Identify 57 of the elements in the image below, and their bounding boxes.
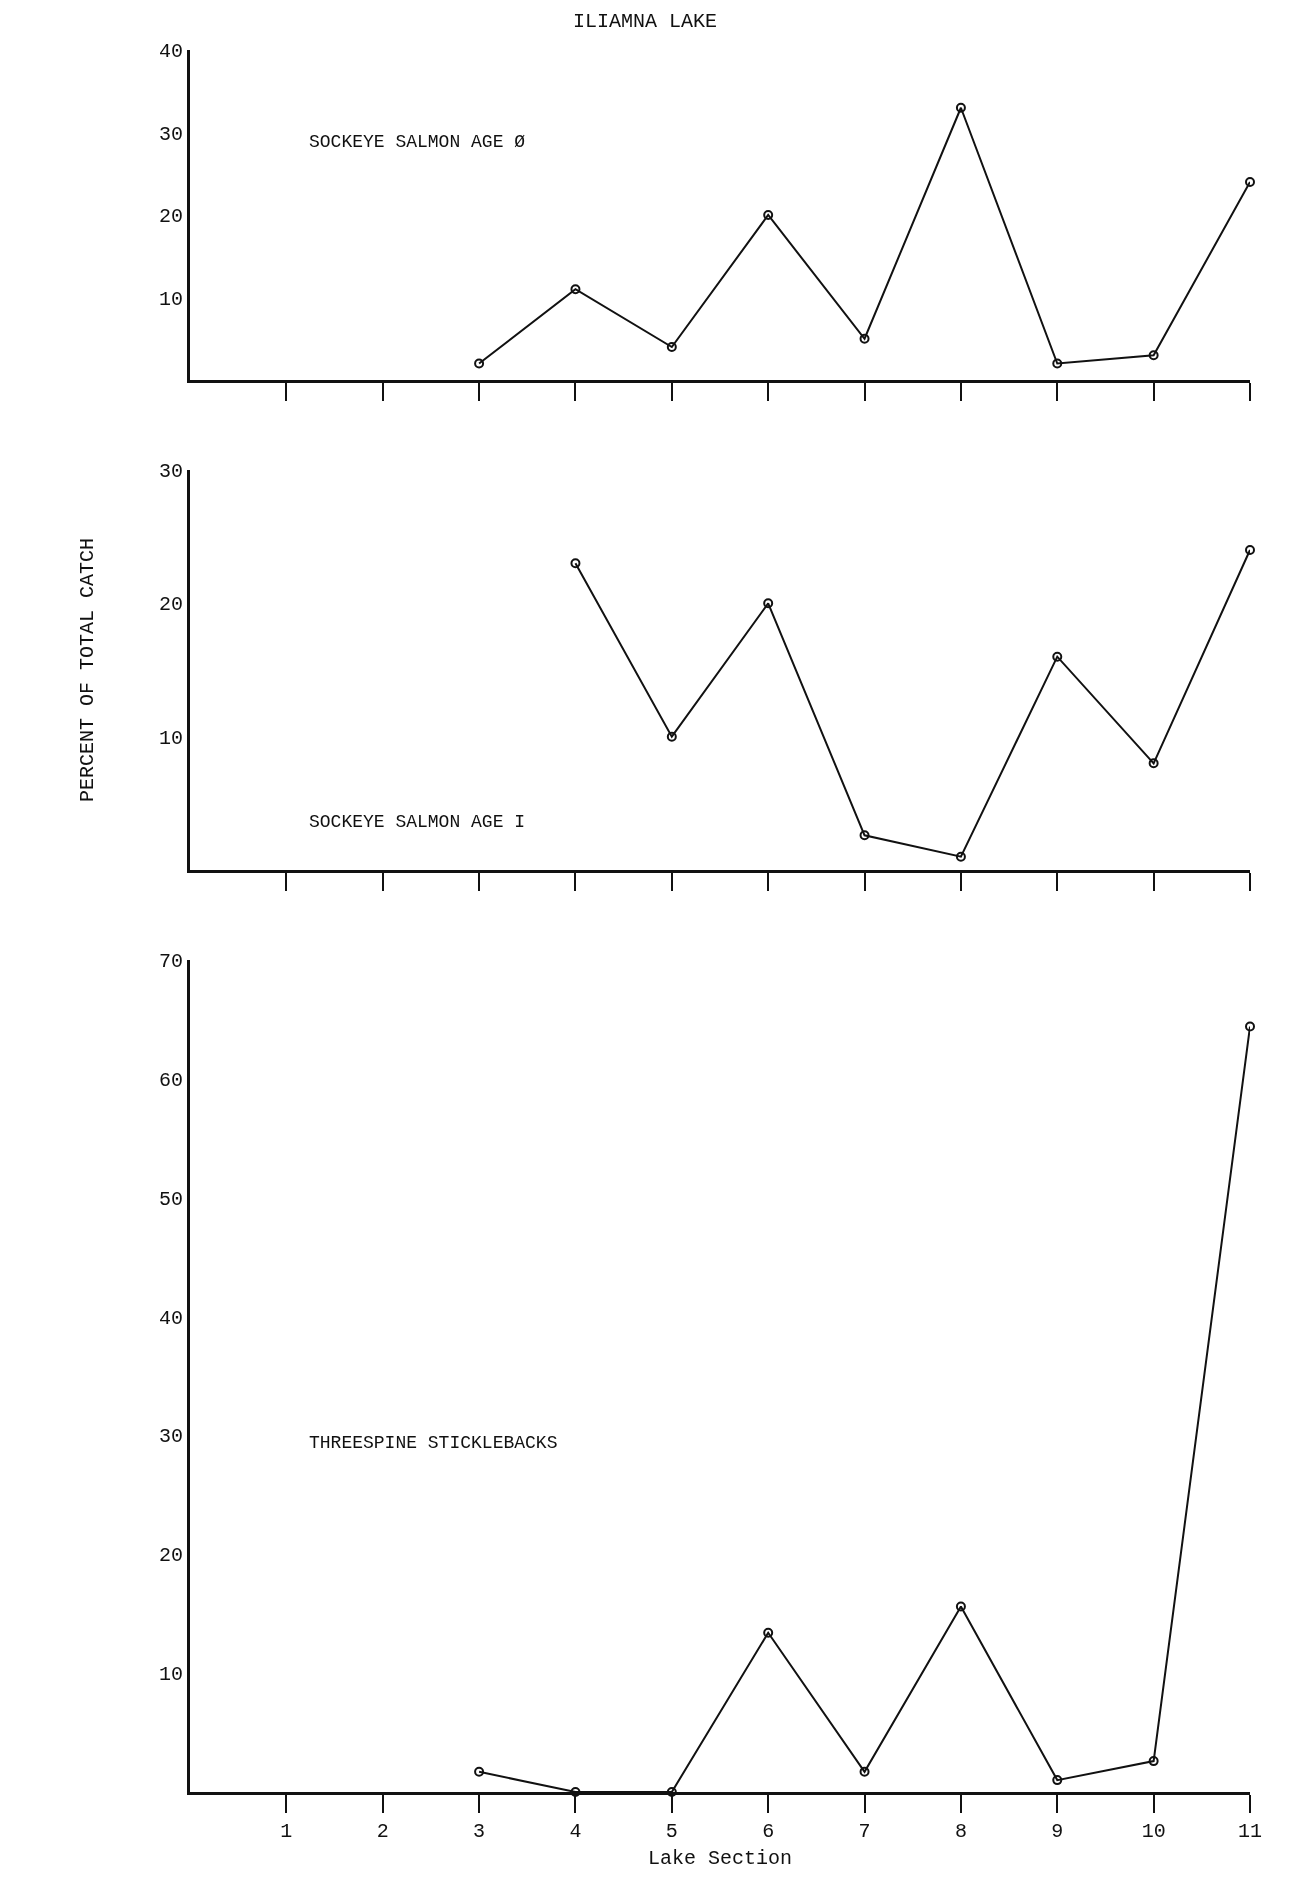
x-tick-label: 11 xyxy=(1237,1820,1263,1843)
point xyxy=(1245,1021,1255,1032)
x-tick-label: 3 xyxy=(473,1820,486,1843)
point xyxy=(763,598,774,609)
y-tick-label: 20 xyxy=(158,593,183,617)
point xyxy=(763,1627,774,1638)
x-tick-label: 5 xyxy=(665,1820,678,1843)
y-tick-label: 40 xyxy=(158,1306,183,1330)
y-tick-label: 20 xyxy=(158,1544,183,1568)
y-axis-title: PERCENT OF TOTAL CATCH xyxy=(76,537,100,803)
point xyxy=(1148,1756,1159,1767)
point xyxy=(1245,545,1255,555)
point xyxy=(1052,651,1063,662)
point xyxy=(1052,1775,1063,1786)
x-tick-label: 8 xyxy=(954,1820,967,1843)
x-tick-label: 6 xyxy=(762,1820,775,1843)
point xyxy=(1148,350,1159,361)
point xyxy=(859,333,870,344)
point xyxy=(570,284,581,295)
annotation: THREESPINE STICKLEBACKS xyxy=(309,1433,558,1453)
y-tick-label: 70 xyxy=(158,950,183,973)
x-tick-label: 10 xyxy=(1141,1820,1166,1843)
point xyxy=(763,210,774,220)
point xyxy=(570,1787,581,1797)
chart-title: ILIAMNA LAKE xyxy=(572,10,718,34)
x-axis-title: Lake Section xyxy=(647,1847,793,1870)
point xyxy=(859,1766,870,1777)
x-tick-label: 7 xyxy=(858,1820,871,1843)
point xyxy=(666,731,677,742)
annotation: SOCKEYE SALMON AGE I xyxy=(309,812,526,832)
point xyxy=(474,358,485,369)
point xyxy=(1245,177,1255,187)
x-tick-label: 4 xyxy=(569,1820,582,1843)
y-tick-label: 40 xyxy=(158,40,183,63)
point xyxy=(1052,358,1063,369)
point xyxy=(955,851,966,862)
point xyxy=(1148,758,1159,769)
point xyxy=(666,1787,677,1797)
x-tick-label: 9 xyxy=(1051,1820,1064,1843)
point xyxy=(666,342,677,352)
y-tick-label: 20 xyxy=(158,205,183,228)
y-tick-label: 60 xyxy=(158,1068,183,1092)
y-tick-label: 10 xyxy=(158,1663,183,1687)
y-tick-label: 10 xyxy=(158,287,183,311)
x-tick-label: 1 xyxy=(280,1820,293,1843)
x-tick-label: 2 xyxy=(376,1820,389,1843)
point xyxy=(859,830,870,841)
point xyxy=(955,1601,966,1612)
point xyxy=(955,102,966,113)
point xyxy=(570,558,581,569)
y-tick-label: 50 xyxy=(158,1187,183,1211)
y-tick-label: 30 xyxy=(158,460,183,483)
y-tick-label: 30 xyxy=(158,1425,183,1449)
point xyxy=(474,1766,485,1777)
y-tick-label: 30 xyxy=(158,122,183,146)
annotation: SOCKEYE SALMON AGE Ø xyxy=(309,132,526,152)
y-tick-label: 10 xyxy=(158,726,183,750)
